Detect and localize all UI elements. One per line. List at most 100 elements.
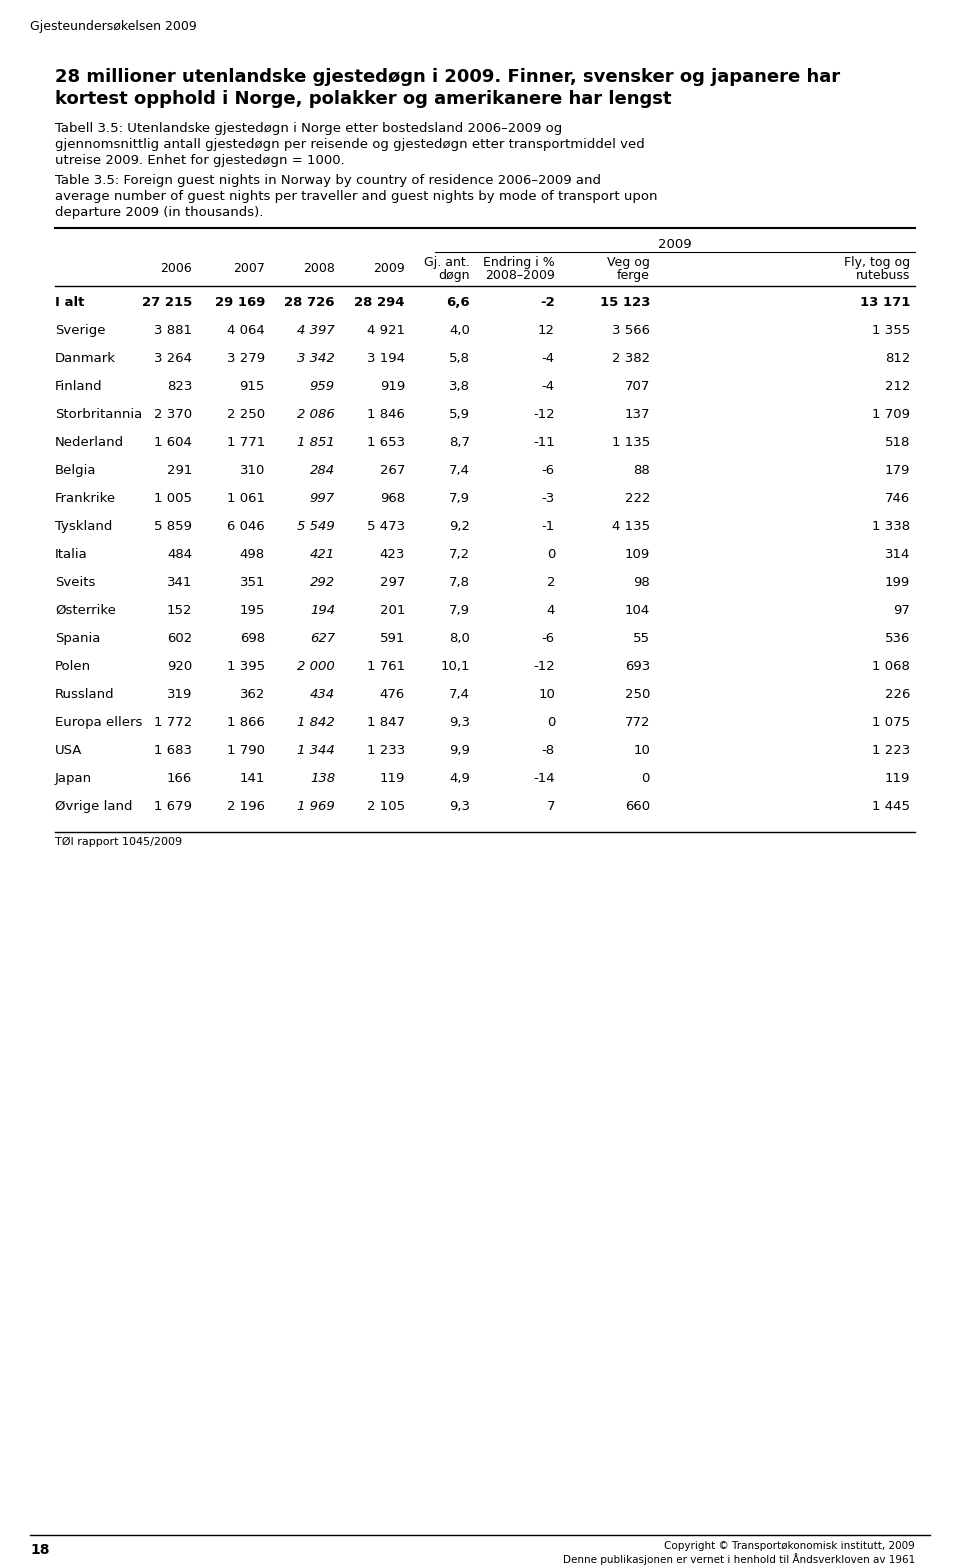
Text: 104: 104 xyxy=(625,604,650,617)
Text: 199: 199 xyxy=(885,576,910,588)
Text: Denne publikasjonen er vernet i henhold til Åndsverkloven av 1961: Denne publikasjonen er vernet i henhold … xyxy=(563,1552,915,1565)
Text: average number of guest nights per traveller and guest nights by mode of transpo: average number of guest nights per trave… xyxy=(55,189,658,203)
Text: 3 264: 3 264 xyxy=(154,352,192,365)
Text: Østerrike: Østerrike xyxy=(55,604,116,617)
Text: 2 250: 2 250 xyxy=(227,408,265,421)
Text: TØI rapport 1045/2009: TØI rapport 1045/2009 xyxy=(55,837,182,847)
Text: 421: 421 xyxy=(310,548,335,560)
Text: 4 135: 4 135 xyxy=(612,520,650,534)
Text: 5 549: 5 549 xyxy=(298,520,335,534)
Text: 28 294: 28 294 xyxy=(354,296,405,308)
Text: 536: 536 xyxy=(884,632,910,645)
Text: 1 790: 1 790 xyxy=(227,743,265,757)
Text: Spania: Spania xyxy=(55,632,101,645)
Text: døgn: døgn xyxy=(439,269,470,282)
Text: -11: -11 xyxy=(533,437,555,449)
Text: -12: -12 xyxy=(533,660,555,673)
Text: 997: 997 xyxy=(310,491,335,505)
Text: kortest opphold i Norge, polakker og amerikanere har lengst: kortest opphold i Norge, polakker og ame… xyxy=(55,91,671,108)
Text: 166: 166 xyxy=(167,772,192,786)
Text: Europa ellers: Europa ellers xyxy=(55,717,142,729)
Text: 423: 423 xyxy=(379,548,405,560)
Text: -14: -14 xyxy=(534,772,555,786)
Text: Polen: Polen xyxy=(55,660,91,673)
Text: 195: 195 xyxy=(240,604,265,617)
Text: -3: -3 xyxy=(541,491,555,505)
Text: 28 millioner utenlandske gjestedøgn i 2009. Finner, svensker og japanere har: 28 millioner utenlandske gjestedøgn i 20… xyxy=(55,67,840,86)
Text: 1 395: 1 395 xyxy=(227,660,265,673)
Text: 2 105: 2 105 xyxy=(367,800,405,812)
Text: 10: 10 xyxy=(539,689,555,701)
Text: 137: 137 xyxy=(625,408,650,421)
Text: 1 772: 1 772 xyxy=(154,717,192,729)
Text: 627: 627 xyxy=(310,632,335,645)
Text: 2006: 2006 xyxy=(160,261,192,275)
Text: 310: 310 xyxy=(240,463,265,477)
Text: Fly, tog og: Fly, tog og xyxy=(844,257,910,269)
Text: 7,9: 7,9 xyxy=(449,491,470,505)
Text: Tyskland: Tyskland xyxy=(55,520,112,534)
Text: -12: -12 xyxy=(533,408,555,421)
Text: 5,9: 5,9 xyxy=(449,408,470,421)
Text: 434: 434 xyxy=(310,689,335,701)
Text: 341: 341 xyxy=(167,576,192,588)
Text: 3 279: 3 279 xyxy=(227,352,265,365)
Text: 7: 7 xyxy=(546,800,555,812)
Text: departure 2009 (in thousands).: departure 2009 (in thousands). xyxy=(55,207,263,219)
Text: 109: 109 xyxy=(625,548,650,560)
Text: 1 223: 1 223 xyxy=(872,743,910,757)
Text: 693: 693 xyxy=(625,660,650,673)
Text: 2 382: 2 382 xyxy=(612,352,650,365)
Text: 707: 707 xyxy=(625,380,650,393)
Text: 3,8: 3,8 xyxy=(449,380,470,393)
Text: 141: 141 xyxy=(240,772,265,786)
Text: -4: -4 xyxy=(541,380,555,393)
Text: Sverige: Sverige xyxy=(55,324,106,336)
Text: 5 473: 5 473 xyxy=(367,520,405,534)
Text: 5 859: 5 859 xyxy=(154,520,192,534)
Text: Veg og: Veg og xyxy=(607,257,650,269)
Text: 0: 0 xyxy=(641,772,650,786)
Text: 484: 484 xyxy=(167,548,192,560)
Text: 292: 292 xyxy=(310,576,335,588)
Text: 2: 2 xyxy=(546,576,555,588)
Text: 3 881: 3 881 xyxy=(154,324,192,336)
Text: 5,8: 5,8 xyxy=(449,352,470,365)
Text: utreise 2009. Enhet for gjestedøgn = 1000.: utreise 2009. Enhet for gjestedøgn = 100… xyxy=(55,153,345,167)
Text: Copyright © Transportøkonomisk institutt, 2009: Copyright © Transportøkonomisk institutt… xyxy=(664,1542,915,1551)
Text: 29 169: 29 169 xyxy=(215,296,265,308)
Text: 97: 97 xyxy=(893,604,910,617)
Text: rutebuss: rutebuss xyxy=(855,269,910,282)
Text: 968: 968 xyxy=(380,491,405,505)
Text: 212: 212 xyxy=(884,380,910,393)
Text: 1 653: 1 653 xyxy=(367,437,405,449)
Text: 4 397: 4 397 xyxy=(298,324,335,336)
Text: 291: 291 xyxy=(167,463,192,477)
Text: 12: 12 xyxy=(538,324,555,336)
Text: 9,3: 9,3 xyxy=(449,717,470,729)
Text: 222: 222 xyxy=(625,491,650,505)
Text: USA: USA xyxy=(55,743,83,757)
Text: 1 233: 1 233 xyxy=(367,743,405,757)
Text: Finland: Finland xyxy=(55,380,103,393)
Text: 10,1: 10,1 xyxy=(441,660,470,673)
Text: 2008: 2008 xyxy=(303,261,335,275)
Text: 920: 920 xyxy=(167,660,192,673)
Text: 1 338: 1 338 xyxy=(872,520,910,534)
Text: 823: 823 xyxy=(167,380,192,393)
Text: 138: 138 xyxy=(310,772,335,786)
Text: 2 086: 2 086 xyxy=(298,408,335,421)
Text: 9,2: 9,2 xyxy=(449,520,470,534)
Text: 1 355: 1 355 xyxy=(872,324,910,336)
Text: 4 921: 4 921 xyxy=(367,324,405,336)
Text: 4 064: 4 064 xyxy=(228,324,265,336)
Text: 2 196: 2 196 xyxy=(227,800,265,812)
Text: 1 761: 1 761 xyxy=(367,660,405,673)
Text: 55: 55 xyxy=(633,632,650,645)
Text: 1 847: 1 847 xyxy=(367,717,405,729)
Text: 284: 284 xyxy=(310,463,335,477)
Text: Gjesteundersøkelsen 2009: Gjesteundersøkelsen 2009 xyxy=(30,20,197,33)
Text: Øvrige land: Øvrige land xyxy=(55,800,132,812)
Text: 915: 915 xyxy=(240,380,265,393)
Text: Sveits: Sveits xyxy=(55,576,95,588)
